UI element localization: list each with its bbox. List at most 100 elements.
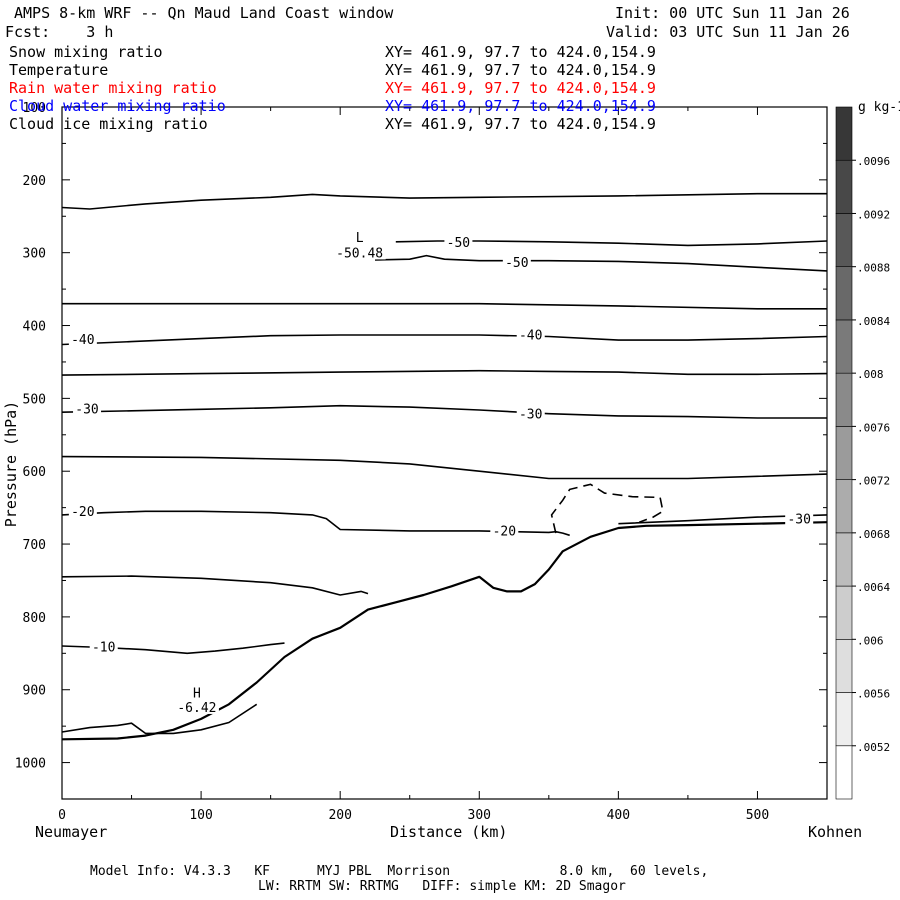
colorbar-cell [835, 745, 853, 800]
colorbar-label: .0072 [857, 475, 890, 488]
model-info-2: LW: RRTM SW: RRTMG DIFF: simple KM: 2D S… [258, 879, 626, 894]
contour-label-bg [68, 332, 97, 347]
x-tick-label: 0 [58, 808, 66, 823]
contour-label: -50 [505, 256, 528, 271]
contour-label-bg [73, 401, 102, 416]
y-tick-label: 700 [23, 538, 46, 553]
contour-line-terrain [61, 521, 828, 741]
field-name: Snow mixing ratio [9, 43, 163, 61]
contour-label: -30 [787, 512, 810, 527]
contour-label-bg [490, 523, 519, 538]
y-tick-label: 600 [23, 465, 46, 480]
field-name: Cloud water mixing ratio [9, 97, 226, 115]
contour-line--5 [61, 703, 258, 735]
y-tick-label: 400 [23, 320, 46, 335]
x-right-label: Kohnen [808, 823, 863, 841]
colorbar-cell [835, 479, 853, 534]
y-tick-label: 900 [23, 684, 46, 699]
y-tick-label: 800 [23, 611, 46, 626]
x-tick-label: 200 [328, 808, 351, 823]
colorbar-cell [835, 372, 853, 427]
colorbar-label: .0092 [857, 208, 890, 221]
y-tick-label: 500 [23, 392, 46, 407]
field-name: Cloud ice mixing ratio [9, 115, 208, 133]
colorbar-cell [835, 266, 853, 321]
colorbar-label: .0084 [857, 315, 890, 328]
field-xy: XY= 461.9, 97.7 to 424.0,154.9 [385, 43, 656, 61]
axis-ticks: 0 100 200 300 400 500 100 200 300 400 500 600 700 800… [15, 101, 827, 823]
contour-label-bg [502, 254, 531, 269]
contour-line--30 [61, 404, 827, 419]
y-tick-label: 300 [23, 247, 46, 262]
contour-label: -50.48 [336, 246, 383, 261]
model-info: Model Info: V4.3.3 KF MYJ PBL Morrison 8… [90, 864, 709, 879]
chart-title: AMPS 8-km WRF -- Qn Maud Land Coast wind… [14, 4, 394, 22]
contour-label: -40 [519, 329, 542, 344]
contour-label-bg [516, 327, 545, 342]
contour-line-snow [550, 483, 664, 534]
contour-label-bg [174, 699, 219, 714]
contour-label: H [193, 686, 201, 701]
y-axis-label: Pressure (hPa) [2, 400, 21, 528]
field-xy: XY= 461.9, 97.7 to 424.0,154.9 [385, 61, 656, 79]
contour-label-bg [333, 245, 386, 260]
contour-line--15 [61, 575, 369, 596]
contour-label: -50 [447, 236, 470, 251]
colorbar-cell [835, 639, 853, 693]
colorbar-cell [835, 692, 853, 747]
colorbar-label: .0068 [857, 528, 890, 541]
colorbar-unit: g kg-1 [858, 100, 900, 115]
colorbar-cell [835, 159, 853, 214]
y-tick-label: 1000 [15, 757, 46, 772]
contour-label: -30 [519, 407, 542, 422]
colorbar-label: .006 [857, 634, 884, 647]
colorbar-label: .0052 [857, 741, 890, 754]
x-left-label: Neumayer [35, 823, 108, 841]
colorbar-cell [835, 426, 853, 480]
colorbar-label: .0076 [857, 421, 890, 434]
contour-label: -20 [493, 525, 516, 540]
y-tick-label: 100 [23, 101, 46, 116]
contour-label: -20 [71, 505, 94, 520]
colorbar-label: .008 [857, 368, 884, 381]
field-xy: XY= 461.9, 97.7 to 424.0,154.9 [385, 115, 656, 133]
field-name: Temperature [9, 61, 109, 79]
contour-labels: -50 -50 -40 -40 -30 -30 -20 -20 -10 -30 L-50.48 H-6… [68, 230, 814, 716]
x-tick-label: 400 [607, 808, 630, 823]
contour-line--55 [61, 192, 827, 210]
contour-line--35 [61, 369, 828, 376]
field-name: Rain water mixing ratio [9, 79, 217, 97]
x-tick-label: 100 [189, 808, 212, 823]
contour-label-bg [190, 685, 203, 700]
contour-line--25 [61, 455, 828, 480]
x-axis-label: Distance (km) [390, 823, 508, 841]
contour-label-bg [785, 511, 814, 526]
x-tick-label: 300 [468, 808, 491, 823]
contour-line--50b [374, 254, 828, 272]
contour-label-bg [89, 639, 118, 654]
field-xy: XY= 461.9, 97.7 to 424.0,154.9 [385, 79, 656, 97]
contour-label: -6.42 [177, 701, 216, 716]
contour-label-bg [68, 504, 97, 519]
contour-label-bg [353, 230, 366, 245]
colorbar-label: .0088 [857, 262, 890, 275]
init-time: Init: 00 UTC Sun 11 Jan 26 [615, 4, 850, 22]
colorbar-cell [835, 213, 853, 267]
colorbar-cell [835, 585, 853, 640]
contour-label: -40 [71, 333, 94, 348]
field-xy: XY= 461.9, 97.7 to 424.0,154.9 [385, 97, 656, 115]
contour-line--45 [62, 302, 827, 310]
valid-time: Valid: 03 UTC Sun 11 Jan 26 [606, 23, 850, 41]
contour-label: -30 [75, 402, 98, 417]
forecast-hour: Fcst: 3 h [5, 23, 114, 41]
colorbar-cell [835, 532, 853, 587]
contour-label-bg [444, 235, 473, 250]
contour-line--40 [61, 334, 828, 346]
contour-label-bg [516, 406, 545, 421]
x-tick-label: 500 [746, 808, 769, 823]
y-tick-label: 200 [23, 174, 46, 189]
temperature-contours [61, 192, 828, 741]
contour-label: L [356, 231, 364, 246]
colorbar-cell [835, 106, 853, 161]
